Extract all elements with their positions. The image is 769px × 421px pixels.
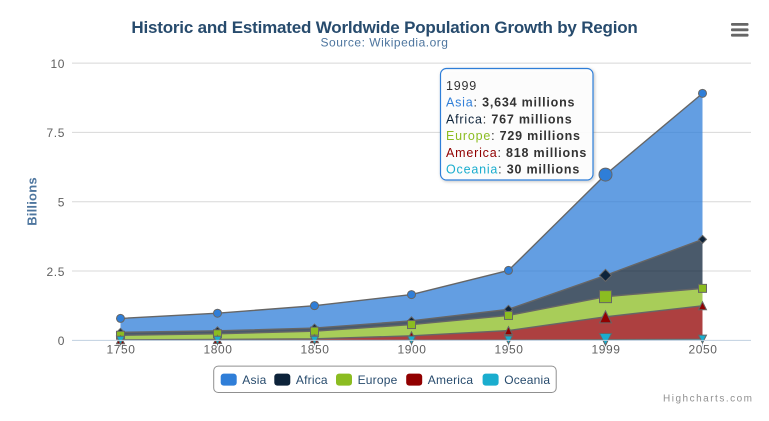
svg-text:Africa: 767 millions: Africa: 767 millions [446, 112, 572, 126]
svg-text:Historic and Estimated Worldwi: Historic and Estimated Worldwide Populat… [131, 18, 637, 37]
svg-text:Billions: Billions [25, 177, 40, 226]
svg-text:1750: 1750 [106, 343, 135, 357]
svg-text:5: 5 [58, 196, 65, 210]
svg-text:Europe: Europe [358, 373, 398, 387]
svg-text:Oceania: Oceania [504, 373, 550, 387]
svg-text:Asia: 3,634 millions: Asia: 3,634 millions [446, 96, 575, 110]
svg-text:Oceania: 30 millions: Oceania: 30 millions [446, 163, 580, 177]
svg-text:1900: 1900 [397, 343, 426, 357]
svg-text:Highcharts.com: Highcharts.com [663, 394, 753, 405]
svg-text:1999: 1999 [446, 79, 477, 93]
svg-text:Asia: Asia [242, 373, 266, 387]
svg-text:Source: Wikipedia.org: Source: Wikipedia.org [321, 36, 449, 50]
svg-text:America: 818 millions: America: 818 millions [446, 146, 587, 160]
svg-text:0: 0 [58, 334, 65, 348]
svg-text:1999: 1999 [591, 343, 620, 357]
svg-text:1850: 1850 [300, 343, 329, 357]
svg-text:2050: 2050 [688, 343, 717, 357]
svg-text:2.5: 2.5 [47, 265, 65, 279]
svg-text:America: America [428, 373, 474, 387]
svg-text:Europe: 729 millions: Europe: 729 millions [446, 129, 581, 143]
svg-text:Africa: Africa [296, 373, 328, 387]
svg-text:1800: 1800 [203, 343, 232, 357]
svg-text:1950: 1950 [494, 343, 523, 357]
svg-text:10: 10 [50, 57, 65, 71]
svg-text:7.5: 7.5 [47, 126, 65, 140]
